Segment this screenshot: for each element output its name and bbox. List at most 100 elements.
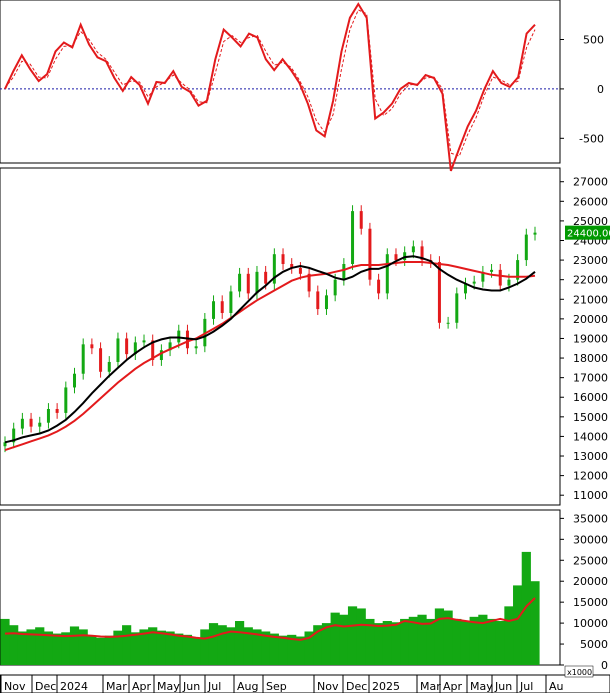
unit-box — [564, 665, 594, 678]
candle-body — [490, 269, 494, 272]
volume-bar — [295, 636, 306, 665]
volume-bar — [417, 614, 427, 665]
price-tick-label: 11000 — [573, 489, 608, 502]
price-frame — [0, 167, 561, 506]
oscillator-line — [4, 2, 536, 172]
x-tick-label: Mar — [420, 680, 441, 693]
volume-bar — [356, 608, 366, 665]
candle-body — [377, 279, 381, 294]
volume-bar — [443, 610, 453, 665]
x-tick-label: Dec — [35, 680, 56, 693]
candle-body — [55, 408, 59, 413]
price-tick-label: 17000 — [573, 372, 608, 385]
price-tick-label: 14000 — [573, 430, 608, 443]
candle-body — [29, 418, 33, 427]
x-tick-label: Nov — [317, 680, 339, 693]
candle-body — [255, 271, 259, 294]
volume-tick-label: 15000 — [573, 596, 608, 609]
volume-bar — [243, 627, 253, 665]
candle-body — [90, 344, 94, 349]
x-tick-label: Apr — [132, 680, 152, 693]
volume-bar — [78, 629, 88, 665]
volume-bar — [400, 618, 410, 665]
last-price-label: 24400.00 — [567, 229, 610, 240]
candle-body — [516, 260, 520, 280]
osc-tick-label: 500 — [583, 34, 604, 47]
volume-bar — [478, 614, 488, 665]
volume-bar — [182, 634, 193, 665]
volume-tick-label: 25000 — [573, 554, 608, 567]
volume-bar — [486, 618, 497, 665]
oscillator-signal-line — [4, 9, 536, 157]
candle-body — [342, 264, 346, 280]
candle-body — [359, 211, 363, 229]
volume-bar — [9, 625, 19, 665]
candle-body — [481, 271, 485, 282]
candle-body — [12, 428, 16, 443]
volume-tick-label: 0 — [601, 659, 608, 672]
candle-body — [73, 373, 77, 388]
volume-average-line — [4, 597, 536, 641]
osc-tick-label: -500 — [579, 132, 604, 145]
volume-bar — [495, 621, 505, 665]
price-tick-label: 20000 — [573, 313, 608, 326]
volume-bar — [95, 637, 106, 665]
candle-body — [46, 408, 50, 423]
volume-bar — [139, 629, 149, 665]
candle-body — [107, 361, 111, 372]
volume-bar — [17, 631, 27, 665]
volume-bar — [287, 634, 297, 665]
candle-body — [446, 322, 450, 324]
volume-bar — [191, 637, 201, 665]
price-tick-label: 25000 — [573, 215, 608, 228]
candle-body — [533, 232, 537, 235]
price-tick-label: 21000 — [573, 293, 608, 306]
volume-bar — [313, 625, 323, 665]
volume-bar — [43, 631, 54, 665]
candle-body — [324, 295, 328, 310]
candle-body — [333, 279, 337, 296]
x-tick-label: Nov — [4, 680, 26, 693]
axes: 5000-50027000260002500024000230002200021… — [0, 34, 610, 693]
volume-bar — [408, 616, 418, 665]
candle-body — [368, 228, 372, 280]
candle-body — [151, 340, 155, 361]
candle-body — [116, 338, 120, 362]
volume-bar — [69, 626, 80, 665]
candle-body — [133, 342, 137, 355]
volume-bar — [513, 585, 523, 665]
candle-body — [194, 346, 198, 349]
ma-long-line — [4, 261, 536, 452]
volume-bar — [426, 618, 436, 665]
candle-body — [142, 340, 146, 343]
volume-bar — [452, 618, 462, 665]
candle-body — [394, 254, 398, 261]
volume-bar — [374, 623, 384, 665]
volume-tick-label: 10000 — [573, 617, 608, 630]
volume-bar — [278, 635, 288, 665]
x-tick-label: Dec — [346, 680, 367, 693]
volume-bar — [304, 631, 314, 665]
price-panel — [3, 205, 537, 453]
candle-body — [455, 293, 459, 323]
candle-body — [81, 344, 85, 374]
volume-bar — [347, 606, 358, 665]
candle-body — [220, 301, 224, 313]
price-tick-label: 13000 — [573, 450, 608, 463]
x-tick-label: Sep — [266, 680, 287, 693]
candle-body — [507, 279, 511, 286]
volume-bar — [148, 627, 158, 665]
price-tick-label: 27000 — [573, 176, 608, 189]
volume-bar — [35, 627, 45, 665]
volume-bar — [52, 633, 62, 665]
volume-tick-label: 35000 — [573, 512, 608, 525]
volume-bar — [339, 614, 349, 665]
candle-body — [411, 246, 415, 253]
x-tick-label: Jun — [494, 680, 512, 693]
price-tick-label: 16000 — [573, 391, 608, 404]
candle-body — [472, 281, 476, 284]
candle-body — [524, 234, 528, 261]
volume-bar — [469, 616, 479, 665]
volume-bar — [122, 625, 132, 665]
volume-bar — [104, 635, 114, 665]
